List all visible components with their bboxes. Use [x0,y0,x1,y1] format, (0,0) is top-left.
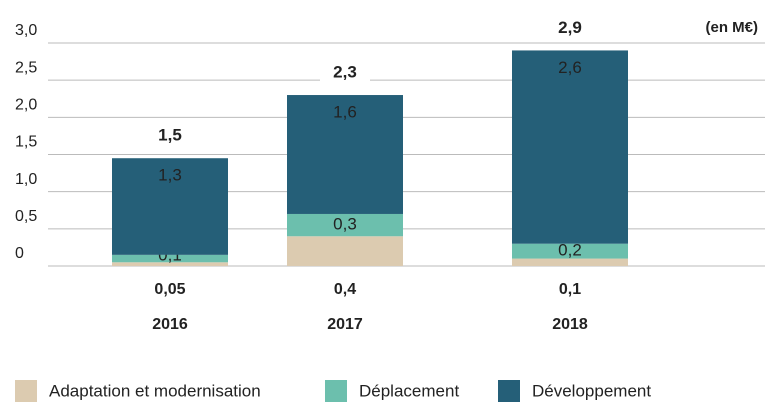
y-tick-label: 2,5 [15,59,37,76]
legend-label: Déplacement [359,381,459,400]
legend-label: Développement [532,381,651,400]
bar-segment [512,243,628,259]
value-label: 0,05 [154,281,185,298]
legend-swatch [498,380,520,402]
bar-segment [512,50,628,244]
unit-label: (en M€) [706,19,759,36]
bar-segment [287,95,403,214]
y-tick-label: 2,0 [15,97,37,114]
value-label: 0,3 [333,215,357,234]
total-label-bg [320,62,370,85]
total-label: 1,5 [158,126,182,145]
value-label: 2,6 [558,58,582,77]
y-tick-label: 0 [15,245,24,262]
legend-label: Adaptation et modernisation [49,381,261,400]
bar-segment [512,258,628,266]
y-tick-label: 0,5 [15,208,37,225]
total-label-bg [145,125,195,148]
bar-segment [112,158,228,255]
bar-segment [287,213,403,237]
bar-segment [112,254,228,263]
bar-segment [287,236,403,266]
y-tick-label: 1,5 [15,134,37,151]
total-label: 2,3 [333,63,357,82]
y-tick-label: 3,0 [15,22,37,39]
x-tick-label: 2018 [552,316,588,333]
y-tick-label: 1,0 [15,171,37,188]
legend-swatch [325,380,347,402]
bar-segment [112,262,228,266]
value-label: 0,1 [559,281,581,298]
value-label: 0,2 [558,241,582,260]
value-label: 1,6 [333,103,357,122]
value-label: 0,4 [334,281,356,298]
total-label-bg [545,17,595,40]
x-tick-label: 2016 [152,316,188,333]
total-label: 2,9 [558,18,582,37]
x-tick-label: 2017 [327,316,363,333]
legend-swatch [15,380,37,402]
value-label: 1,3 [158,166,182,185]
